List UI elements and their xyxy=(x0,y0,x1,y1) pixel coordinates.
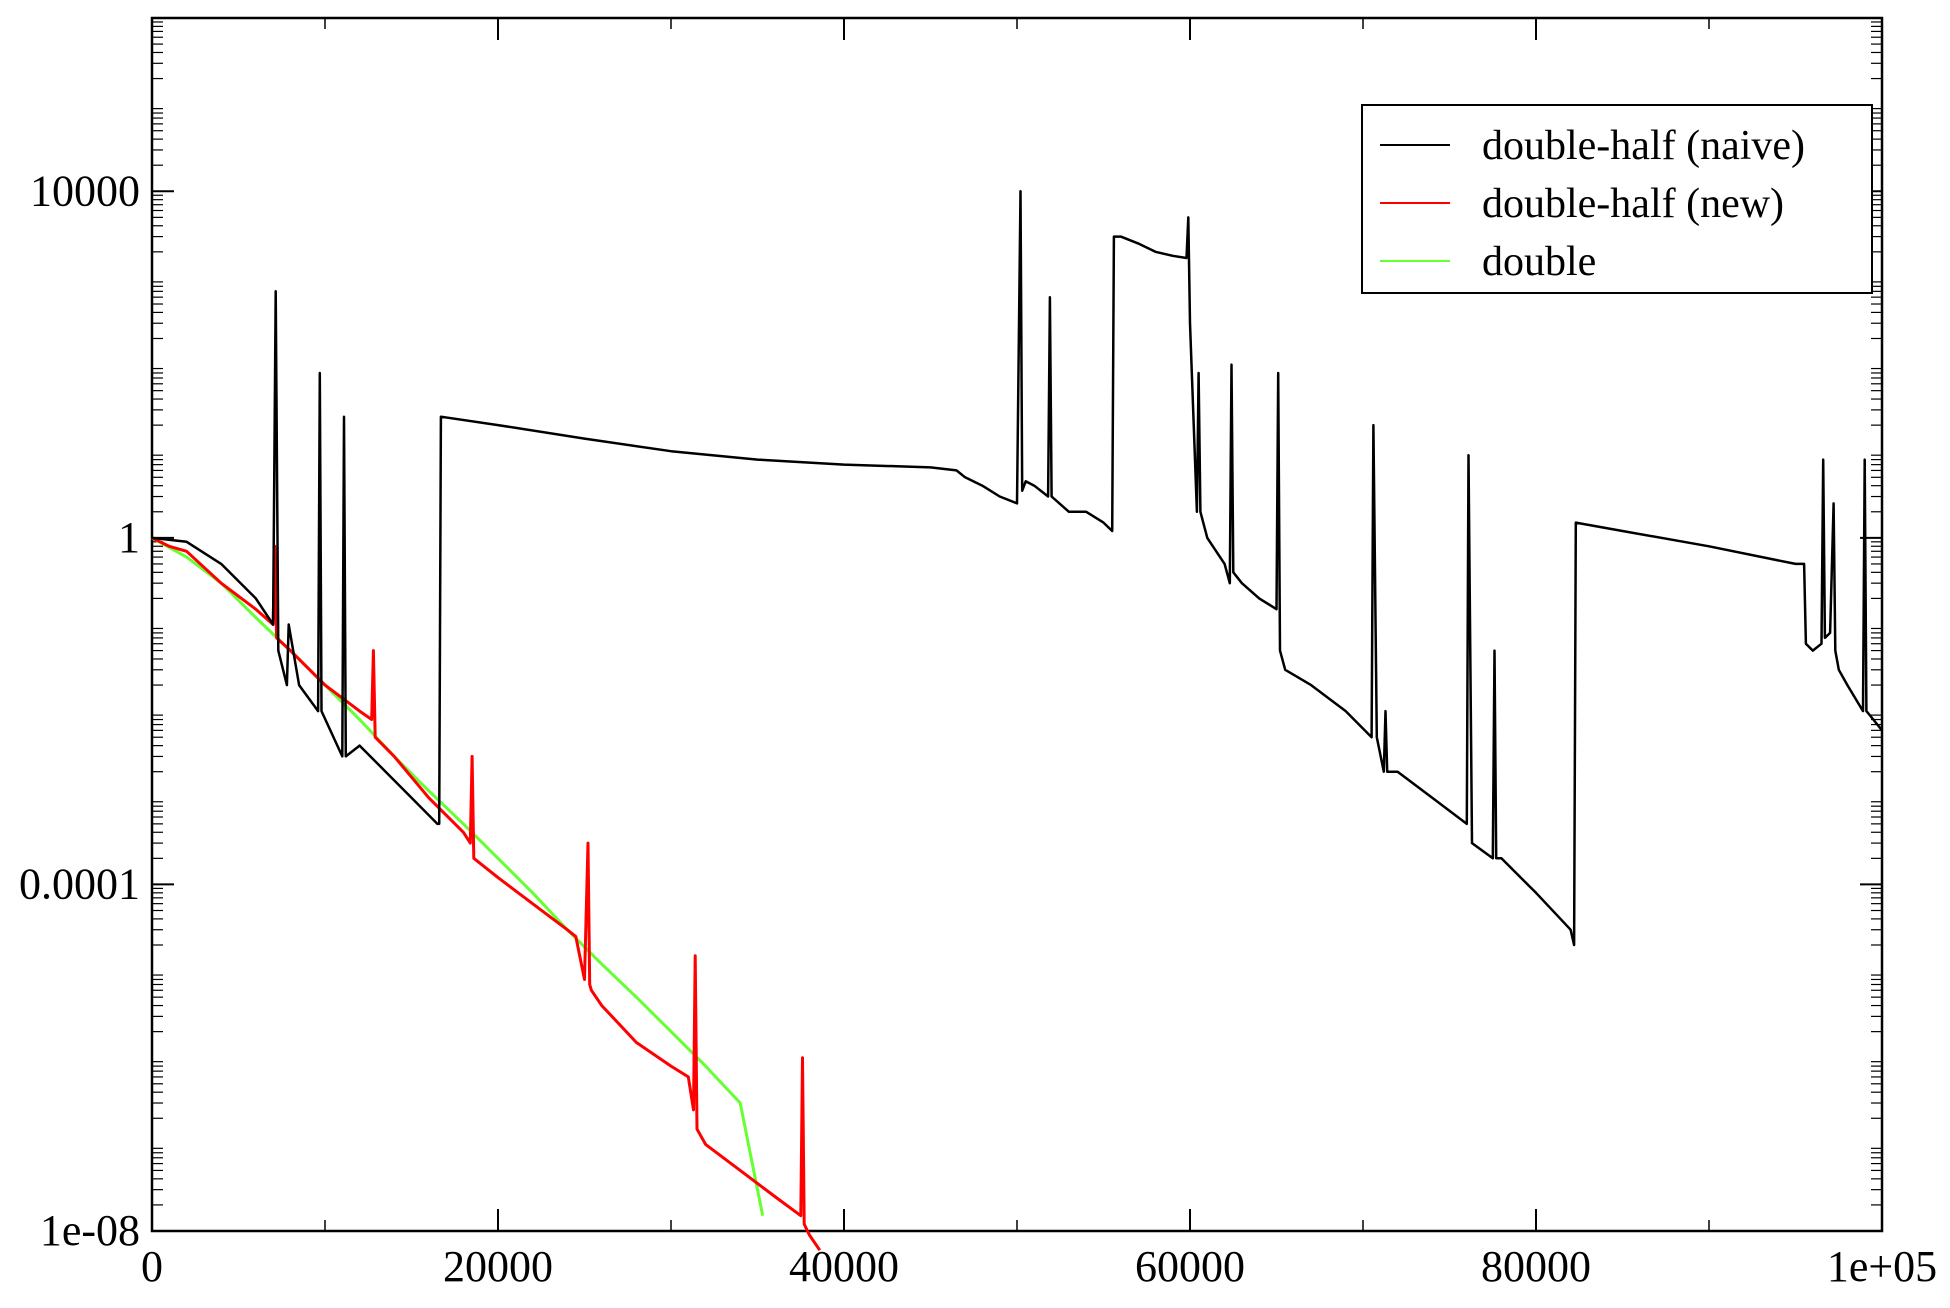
x-axis-ticks: 0 20000 40000 60000 80000 1e+05 xyxy=(141,18,1937,1291)
x-tick-label: 1e+05 xyxy=(1827,1242,1937,1291)
y-tick-label: 10000 xyxy=(30,166,140,215)
legend: double-half (naive) double-half (new) doub… xyxy=(1361,104,1873,294)
legend-label-0: double-half (naive) xyxy=(1482,123,1805,169)
series-line-1 xyxy=(151,536,822,1252)
x-tick-label: 60000 xyxy=(1135,1242,1245,1291)
legend-label-2: double xyxy=(1482,239,1596,285)
x-tick-label: 80000 xyxy=(1481,1242,1591,1291)
x-tick-label: 0 xyxy=(141,1242,163,1291)
series-line-2 xyxy=(151,536,765,1216)
legend-label-1: double-half (new) xyxy=(1482,181,1784,227)
series-line-0 xyxy=(151,190,1883,947)
x-tick-label: 20000 xyxy=(443,1242,553,1291)
x-tick-label: 40000 xyxy=(789,1242,899,1291)
y-tick-label: 1 xyxy=(118,513,140,562)
y-tick-label: 1e-08 xyxy=(40,1206,140,1255)
series-layer xyxy=(151,190,1883,1252)
y-tick-label: 0.0001 xyxy=(19,859,140,908)
y-axis-ticks: 1e-08 0.0001 1 10000 xyxy=(19,21,1882,1255)
